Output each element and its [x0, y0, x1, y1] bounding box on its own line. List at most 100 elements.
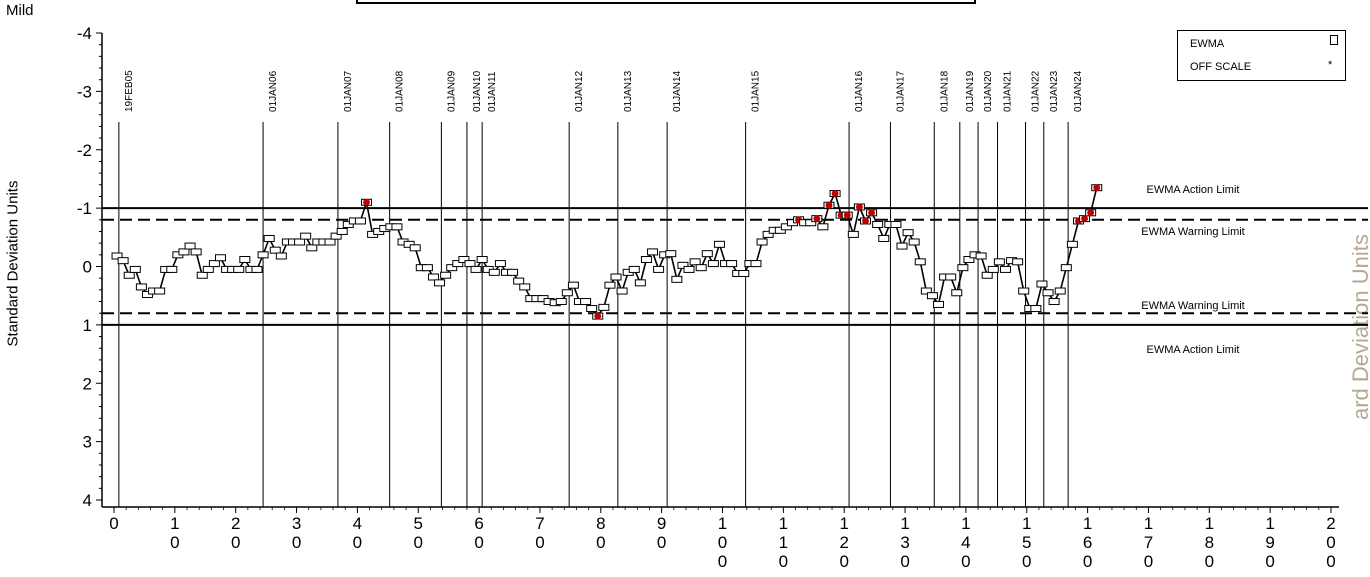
ewma-point: [488, 268, 500, 276]
ewma-point: [1030, 305, 1042, 313]
period-label: 01JAN21: [1003, 70, 1014, 112]
y-tick-label: 1: [83, 316, 92, 335]
period-label: 01JAN18: [939, 70, 950, 112]
ewma-point: [750, 260, 762, 268]
ewma-point: [263, 234, 275, 242]
ewma-point: [446, 264, 458, 272]
ewma-point: [421, 264, 433, 272]
ewma-point: [561, 289, 573, 297]
ewma-point: [342, 220, 354, 228]
x-tick-label: 0: [109, 514, 118, 533]
off-scale-point: [1087, 209, 1095, 217]
ewma-point: [726, 260, 738, 268]
ewma-point: [269, 246, 281, 254]
ewma-point: [671, 275, 683, 283]
ewma-point: [695, 264, 707, 272]
ewma-point: [111, 252, 123, 260]
off-scale-point: [831, 190, 839, 197]
ewma-point: [354, 217, 366, 225]
ewma-point: [701, 250, 713, 258]
period-label: 01JAN10: [472, 70, 483, 112]
lower-action-limit-label: EWMA Action Limit: [1147, 344, 1240, 356]
ewma-point: [507, 268, 519, 276]
period-label: 01JAN07: [343, 70, 354, 112]
y-tick-label: -4: [77, 24, 92, 43]
ewma-point: [440, 271, 452, 279]
ewma-point: [780, 223, 792, 231]
ewma-point: [1048, 298, 1060, 306]
ewma-point: [933, 300, 945, 308]
ewma-point: [476, 255, 488, 263]
ewma-point: [634, 279, 646, 287]
ewma-point: [513, 277, 525, 285]
ewma-point: [427, 273, 439, 281]
ewma-point: [902, 229, 914, 237]
ewma-point: [756, 238, 768, 246]
ewma-point: [805, 219, 817, 227]
ewma-point: [519, 283, 531, 291]
ewma-point: [251, 265, 263, 273]
ewma-point: [920, 287, 932, 295]
period-label: 01JAN22: [1031, 70, 1042, 112]
ewma-point: [926, 292, 938, 300]
ewma-point: [963, 255, 975, 263]
ewma-point: [653, 265, 665, 273]
off-scale-point: [1081, 215, 1088, 223]
y-tick-label: -1: [77, 199, 92, 218]
period-label: 01JAN19: [965, 70, 976, 112]
ewma-point: [434, 279, 446, 287]
ewma-point: [555, 298, 567, 306]
off-scale-point: [1093, 184, 1101, 192]
ewma-point: [294, 238, 306, 246]
ewma-point: [336, 227, 348, 235]
ewma-point: [993, 258, 1005, 266]
ewma-point: [166, 265, 178, 273]
off-scale-point: [594, 312, 602, 320]
ewma-point: [738, 270, 750, 278]
upper-warning-limit-label: EWMA Warning Limit: [1141, 226, 1245, 238]
legend: EWMA OFF SCALE *: [1177, 30, 1346, 81]
ewma-point: [847, 230, 859, 238]
ewma-point: [330, 232, 342, 240]
ewma-point: [647, 248, 659, 256]
period-label: 01JAN08: [395, 70, 406, 112]
legend-ewma-marker: [1330, 35, 1338, 45]
off-scale-point: [363, 198, 370, 206]
ewma-point: [214, 254, 226, 262]
ewma-point: [141, 291, 153, 299]
period-label: 01JAN12: [574, 70, 585, 112]
ewma-point: [1042, 289, 1054, 297]
ewma-point: [306, 244, 318, 252]
ewma-point: [1066, 240, 1078, 248]
ewma-point: [1018, 287, 1030, 295]
ewma-point: [908, 238, 920, 246]
ewma-point: [1060, 264, 1072, 272]
ewma-point: [762, 230, 774, 238]
period-label: 01JAN09: [446, 70, 457, 112]
ewma-point: [878, 234, 890, 242]
ewma-point: [464, 260, 476, 268]
off-scale-point: [868, 209, 875, 217]
ewma-point: [665, 250, 677, 258]
ewma-point: [452, 260, 464, 268]
y-tick-label: 2: [83, 374, 92, 393]
ewma-point: [202, 265, 214, 273]
lower-warning-limit-label: EWMA Warning Limit: [1141, 300, 1245, 312]
legend-ewma-label: EWMA: [1190, 38, 1225, 50]
ewma-point: [178, 248, 190, 256]
ewma-point: [628, 265, 640, 273]
ewma-point: [896, 242, 908, 250]
y-tick-label: 3: [83, 433, 92, 452]
off-scale-point: [862, 217, 869, 225]
